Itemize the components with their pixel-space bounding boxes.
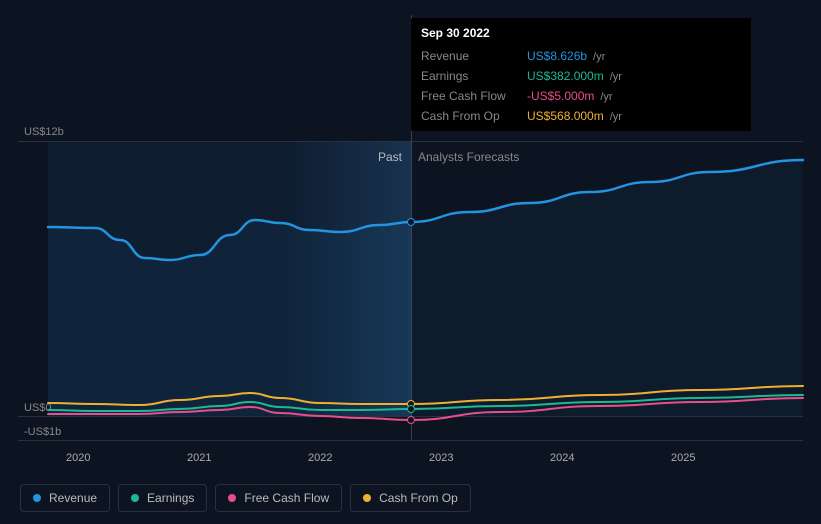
tooltip-row-value: -US$5.000m <box>527 89 594 103</box>
tooltip-row-label: Earnings <box>421 69 521 83</box>
legend-dot-icon <box>131 494 139 502</box>
legend-item-label: Free Cash Flow <box>244 491 329 505</box>
legend-item-label: Cash From Op <box>379 491 458 505</box>
tooltip-row-value: US$382.000m <box>527 69 604 83</box>
x-axis-label: 2024 <box>550 452 574 464</box>
legend-item-label: Earnings <box>147 491 194 505</box>
forecast-label: Analysts Forecasts <box>418 150 519 164</box>
x-axis-label: 2022 <box>308 452 332 464</box>
legend-dot-icon <box>363 494 371 502</box>
tooltip-row: Cash From Op US$568.000m/yr <box>411 106 751 131</box>
x-axis-label: 2023 <box>429 452 453 464</box>
tooltip-row-unit: /yr <box>610 111 622 123</box>
marker-revenue <box>407 218 415 226</box>
past-label: Past <box>378 150 402 164</box>
y-axis-label: -US$1b <box>24 426 61 438</box>
tooltip-row: Earnings US$382.000m/yr <box>411 66 751 86</box>
legend-dot-icon <box>228 494 236 502</box>
marker-free-cash-flow <box>407 416 415 424</box>
legend-item-revenue[interactable]: Revenue <box>20 484 110 512</box>
tooltip-row-value: US$568.000m <box>527 109 604 123</box>
legend-item-label: Revenue <box>49 491 97 505</box>
y-axis-label: US$12b <box>24 126 64 138</box>
legend-dot-icon <box>33 494 41 502</box>
tooltip-row-label: Free Cash Flow <box>421 89 521 103</box>
marker-earnings <box>407 405 415 413</box>
tooltip-row-unit: /yr <box>610 71 622 83</box>
tooltip-row-unit: /yr <box>600 91 612 103</box>
x-axis-label: 2025 <box>671 452 695 464</box>
tooltip-row-label: Revenue <box>421 49 521 63</box>
tooltip-row: Revenue US$8.626b/yr <box>411 46 751 66</box>
legend-item-cash-from-op[interactable]: Cash From Op <box>350 484 471 512</box>
tooltip-date: Sep 30 2022 <box>411 18 751 46</box>
tooltip-row-label: Cash From Op <box>421 109 521 123</box>
y-axis-label: US$0 <box>24 402 52 414</box>
legend-item-earnings[interactable]: Earnings <box>118 484 207 512</box>
tooltip-row-unit: /yr <box>593 51 605 63</box>
legend-item-free-cash-flow[interactable]: Free Cash Flow <box>215 484 342 512</box>
tooltip-row: Free Cash Flow -US$5.000m/yr <box>411 86 751 106</box>
x-axis-label: 2021 <box>187 452 211 464</box>
tooltip-row-value: US$8.626b <box>527 49 587 63</box>
past-region-shade <box>48 141 411 416</box>
x-axis-label: 2020 <box>66 452 90 464</box>
gridline <box>18 440 803 441</box>
chart-tooltip: Sep 30 2022 Revenue US$8.626b/yr Earnings U… <box>411 18 751 131</box>
legend: Revenue Earnings Free Cash Flow Cash From O… <box>20 484 471 512</box>
